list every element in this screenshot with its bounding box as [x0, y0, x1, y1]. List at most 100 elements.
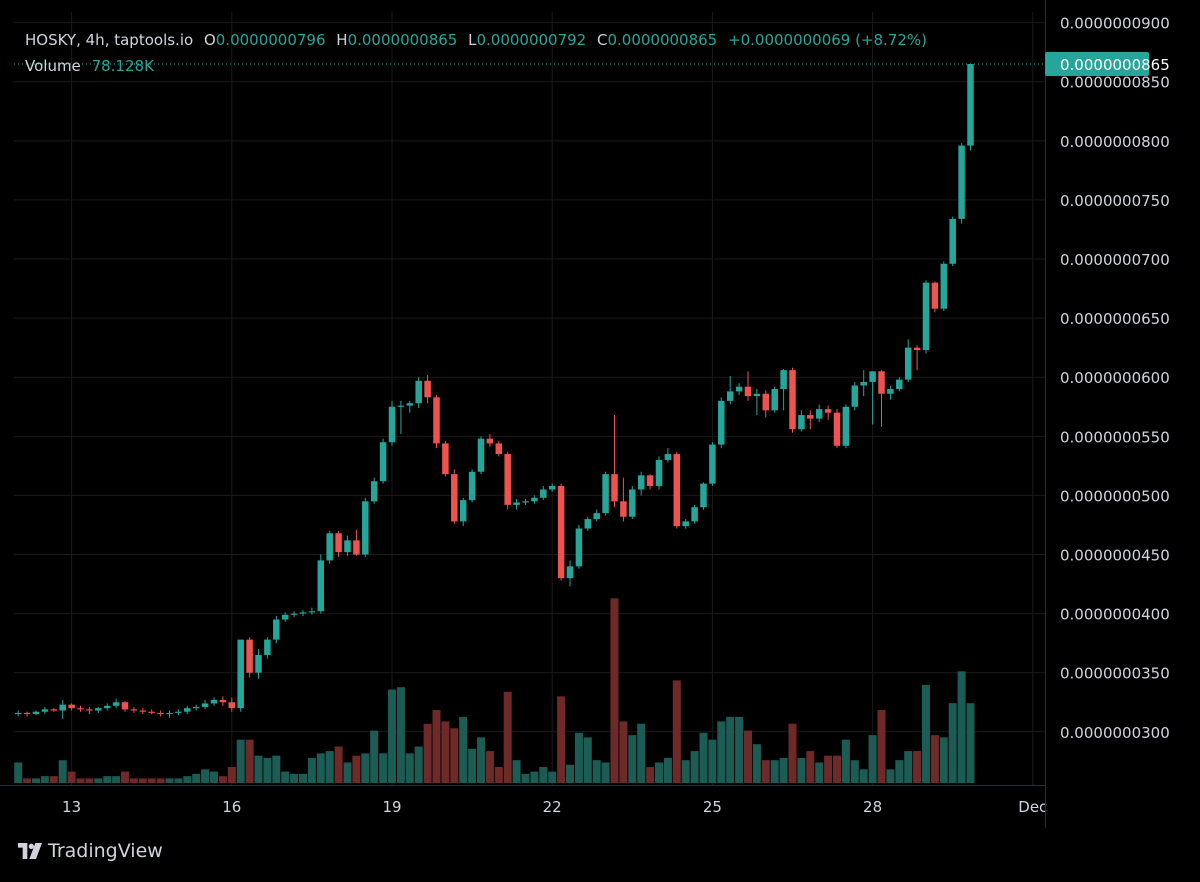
candle-body [860, 381, 867, 386]
volume-bar [477, 737, 485, 783]
candle-body [504, 454, 511, 505]
volume-bar [619, 721, 628, 783]
candle-body [878, 371, 885, 394]
candle-body [219, 699, 227, 703]
candle-body [175, 711, 182, 713]
candle-body [682, 521, 689, 527]
volume-bar [450, 728, 459, 783]
candle-body [673, 454, 681, 527]
volume-bar [628, 735, 637, 783]
volume-bar [112, 776, 121, 783]
volume-bar [699, 732, 708, 783]
candle-body [602, 474, 609, 514]
candle-body [620, 501, 627, 517]
volume-bar [824, 755, 833, 783]
candle-body [575, 528, 583, 567]
volume-bar [601, 762, 610, 783]
legend-open-label: O [203, 31, 216, 49]
candle-body [379, 442, 387, 482]
legend-symbol[interactable]: HOSKY [25, 31, 77, 49]
candle-body [246, 639, 253, 673]
candle-body [326, 533, 333, 561]
candle-body [388, 406, 396, 443]
legend-low-label: L [468, 31, 477, 49]
candle-body [290, 613, 298, 615]
candle-body [557, 485, 565, 579]
volume-bar [735, 716, 744, 783]
volume-bar [815, 762, 824, 783]
candle-body [370, 481, 378, 502]
candle-body [228, 702, 236, 709]
candle-body [86, 709, 93, 711]
y-tick-label: 0.0000000700 [1060, 251, 1170, 269]
candle-body [166, 712, 173, 715]
x-tick-label: Dec [1018, 798, 1047, 816]
volume-bar [521, 773, 530, 783]
candle-body [646, 475, 654, 486]
tradingview-brand[interactable]: TradingView [18, 840, 163, 862]
volume-bar [379, 753, 388, 783]
candle-body [14, 712, 22, 715]
legend-interval[interactable]: 4h [85, 31, 105, 49]
candle-body [664, 454, 672, 460]
candle-body [833, 412, 841, 446]
legend-close-value: 0.0000000865 [607, 31, 718, 49]
legend-open-value: 0.0000000796 [215, 31, 326, 49]
candle-body [255, 654, 262, 673]
volume-bar [797, 757, 806, 783]
candle-body [477, 438, 485, 472]
volume-bar [966, 703, 975, 783]
volume-bar [263, 757, 272, 783]
volume-bar [592, 760, 601, 783]
candle-body [744, 386, 752, 397]
legend-source: taptools.io [114, 31, 194, 49]
x-tick-label: 16 [222, 798, 241, 816]
volume-bar [557, 696, 566, 783]
volume-bar [717, 721, 726, 783]
candle-body [869, 371, 876, 382]
volume-bar [40, 776, 49, 783]
candle-body [362, 501, 369, 555]
candle-body [896, 379, 903, 390]
volume-bar [307, 757, 316, 783]
volume-bar [930, 735, 939, 783]
candle-body [95, 708, 102, 711]
candle-body [32, 711, 40, 715]
candle-body [237, 639, 244, 709]
x-tick-label: 13 [62, 798, 81, 816]
volume-bar [147, 778, 156, 783]
candle-body [967, 64, 974, 146]
volume-bar [566, 764, 574, 783]
volume-bar [610, 598, 619, 783]
candle-body [531, 497, 538, 502]
volume-bar [192, 773, 201, 783]
volume-bar [539, 767, 548, 783]
candle-body [593, 513, 600, 520]
candle-body [548, 485, 556, 490]
candle-body [726, 391, 734, 401]
candle-body [691, 507, 698, 522]
volume-bar [922, 684, 930, 783]
volume-bar [752, 744, 761, 783]
y-tick-label: 0.0000000850 [1060, 74, 1170, 92]
legend-high-label: H [336, 31, 348, 49]
volume-bar [334, 746, 343, 783]
volume-bar [316, 753, 325, 783]
candle-body [584, 519, 592, 529]
volume-bar [850, 760, 859, 783]
y-tick-label: 0.0000000650 [1060, 310, 1170, 328]
candle-body [23, 712, 31, 715]
candle-body [566, 566, 574, 579]
volume-bar [939, 737, 948, 783]
legend-volume-label[interactable]: Volume [25, 57, 81, 75]
candle-body [513, 502, 520, 505]
candle-body [433, 397, 440, 444]
y-tick-label: 0.0000000550 [1060, 428, 1170, 446]
volume-bar [174, 778, 183, 783]
volume-bar [948, 703, 957, 783]
volume-bar [895, 760, 904, 783]
chart-legend: HOSKY, 4h, taptools.io O0.0000000796 H0.… [25, 27, 927, 79]
volume-bar [530, 771, 539, 783]
